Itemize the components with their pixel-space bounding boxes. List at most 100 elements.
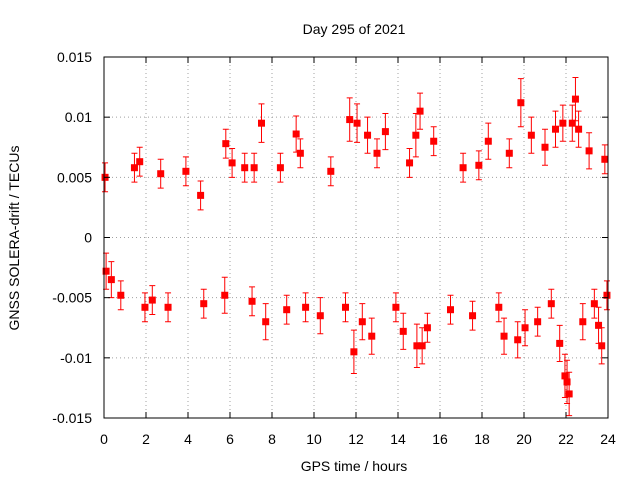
data-point xyxy=(406,159,414,167)
data-point xyxy=(117,291,125,299)
data-point xyxy=(561,372,569,380)
y-tick-label: -0.015 xyxy=(52,410,92,426)
x-tick-label: 22 xyxy=(558,431,574,447)
data-point xyxy=(373,149,381,157)
x-tick-label: 16 xyxy=(432,431,448,447)
data-point xyxy=(262,318,270,326)
data-point xyxy=(459,164,467,172)
data-point xyxy=(559,119,567,127)
data-point xyxy=(412,131,420,139)
data-point xyxy=(296,149,304,157)
x-tick-label: 4 xyxy=(184,431,192,447)
x-tick-label: 0 xyxy=(100,431,108,447)
x-tick-label: 14 xyxy=(390,431,406,447)
data-point xyxy=(601,155,609,163)
data-point xyxy=(350,348,358,356)
x-tick-label: 20 xyxy=(516,431,532,447)
data-point xyxy=(595,321,603,329)
data-point xyxy=(327,167,335,175)
data-point xyxy=(302,303,310,311)
data-point xyxy=(563,378,571,386)
data-point xyxy=(157,170,165,178)
data-point xyxy=(469,312,477,320)
data-point xyxy=(430,137,438,145)
chart-title: Day 295 of 2021 xyxy=(303,21,406,37)
data-point xyxy=(364,131,372,139)
data-point xyxy=(534,318,542,326)
data-point xyxy=(399,327,407,335)
data-point xyxy=(598,342,606,350)
data-point xyxy=(565,390,573,398)
data-point xyxy=(418,342,426,350)
x-axis-title: GPS time / hours xyxy=(301,458,408,474)
data-point xyxy=(258,119,265,127)
x-tick-label: 8 xyxy=(268,431,276,447)
data-point xyxy=(136,158,144,166)
data-point xyxy=(514,336,522,344)
data-point xyxy=(447,306,454,314)
data-point xyxy=(575,125,583,133)
data-point xyxy=(484,137,492,145)
y-tick-label: -0.005 xyxy=(52,290,92,306)
data-point xyxy=(342,303,349,311)
data-point xyxy=(527,131,535,139)
data-point xyxy=(276,164,284,172)
data-point xyxy=(495,303,503,311)
grid-lines xyxy=(104,57,608,418)
data-point xyxy=(579,318,587,326)
y-tick-label: 0.015 xyxy=(57,49,92,65)
data-point xyxy=(413,342,421,350)
data-point xyxy=(505,149,513,157)
data-point xyxy=(568,119,576,127)
y-tick-label: 0.005 xyxy=(57,169,92,185)
data-point xyxy=(368,332,376,340)
data-series xyxy=(101,76,611,417)
data-point xyxy=(346,116,354,124)
tick-labels: 0 2 4 6 8 10 12 14 16 18 20 22 24-0.015-0.01-0.00500… xyxy=(52,49,616,447)
data-point xyxy=(241,164,249,172)
data-point xyxy=(141,303,149,311)
data-point xyxy=(416,107,424,115)
data-point xyxy=(517,99,525,107)
data-point xyxy=(475,161,483,169)
data-point xyxy=(392,303,400,311)
data-point xyxy=(381,128,389,136)
data-point xyxy=(500,332,508,340)
x-tick-label: 6 xyxy=(226,431,234,447)
y-tick-label: 0.01 xyxy=(65,109,92,125)
data-point xyxy=(102,267,110,275)
data-point xyxy=(164,303,172,311)
data-point xyxy=(228,159,236,167)
data-point xyxy=(521,324,529,332)
data-point xyxy=(283,306,291,314)
data-point xyxy=(571,95,579,103)
x-tick-label: 12 xyxy=(348,431,364,447)
data-point xyxy=(316,312,324,320)
data-point xyxy=(556,339,564,347)
data-point xyxy=(585,147,593,155)
data-point xyxy=(353,119,361,127)
data-point xyxy=(547,300,555,308)
y-axis-title: GNSS SOLERA-drift / TECUs xyxy=(6,146,22,331)
data-point xyxy=(358,318,366,326)
x-tick-label: 10 xyxy=(306,431,322,447)
data-point xyxy=(200,300,208,308)
data-point xyxy=(221,291,229,299)
y-tick-label: 0 xyxy=(84,230,92,246)
x-tick-label: 24 xyxy=(600,431,616,447)
data-point xyxy=(197,191,205,199)
data-point xyxy=(423,324,431,332)
data-point xyxy=(603,291,611,299)
data-point xyxy=(182,167,190,175)
data-point xyxy=(541,143,549,151)
data-point xyxy=(107,276,115,284)
y-tick-label: -0.01 xyxy=(60,350,92,366)
data-point xyxy=(248,297,256,305)
x-tick-label: 18 xyxy=(474,431,490,447)
data-point xyxy=(552,125,559,133)
x-tick-label: 2 xyxy=(142,431,150,447)
data-point xyxy=(222,140,230,148)
axis-ticks xyxy=(103,56,609,419)
data-point xyxy=(292,130,300,138)
